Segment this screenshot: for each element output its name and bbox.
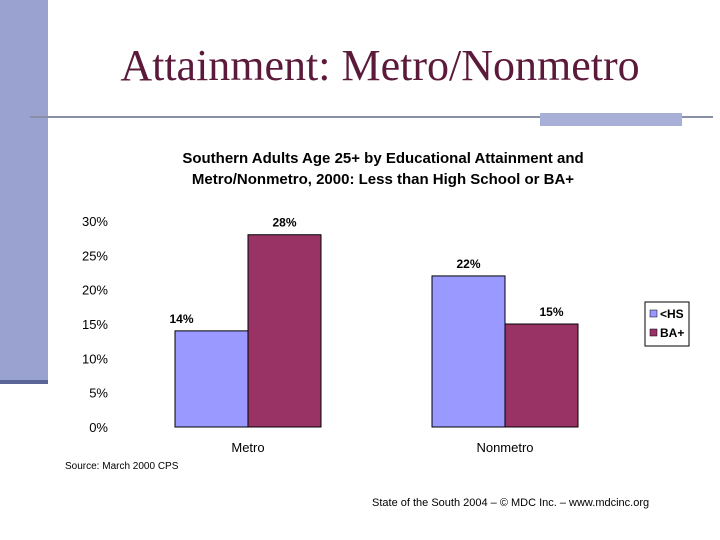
left-accent-bar-edge: [0, 380, 48, 384]
bars: [174, 234, 579, 428]
bar: [431, 275, 506, 428]
bar: [247, 234, 322, 428]
bar: [174, 330, 249, 428]
legend: <HS BA+: [644, 301, 690, 347]
y-tick-label: 10%: [82, 351, 108, 366]
y-tick-label: 30%: [82, 214, 108, 229]
left-accent-bar: [0, 0, 48, 383]
bar: [504, 323, 579, 428]
data-label: 28%: [272, 216, 296, 230]
legend-swatch: [649, 328, 658, 337]
y-tick-label: 15%: [82, 317, 108, 332]
y-axis-ticks: 0% 5% 10% 15% 20% 25% 30%: [82, 214, 108, 435]
y-tick-label: 0%: [89, 420, 108, 435]
category-label: Metro: [231, 440, 264, 455]
y-tick-label: 5%: [89, 386, 108, 401]
data-labels: 14% 28% 22% 15%: [169, 216, 563, 326]
data-label: 14%: [169, 312, 193, 326]
footer-credit: State of the South 2004 – © MDC Inc. – w…: [372, 497, 650, 509]
title-divider: [30, 116, 713, 118]
title-divider-accent: [540, 113, 682, 126]
chart-title-line-2: Metro/Nonmetro, 2000: Less than High Sch…: [192, 171, 574, 188]
data-label: 15%: [539, 305, 563, 319]
category-label: Nonmetro: [476, 440, 533, 455]
y-tick-label: 20%: [82, 283, 108, 298]
slide-title: Attainment: Metro/Nonmetro: [120, 41, 640, 90]
legend-swatch: [649, 309, 658, 318]
category-labels: Metro Nonmetro: [231, 440, 533, 455]
data-label: 22%: [456, 257, 480, 271]
legend-label: BA+: [660, 326, 684, 340]
legend-box: [644, 301, 690, 347]
legend-label: <HS: [660, 307, 684, 321]
source-note: Source: March 2000 CPS: [65, 461, 179, 472]
chart-title-line-1: Southern Adults Age 25+ by Educational A…: [182, 150, 583, 167]
y-tick-label: 25%: [82, 248, 108, 263]
